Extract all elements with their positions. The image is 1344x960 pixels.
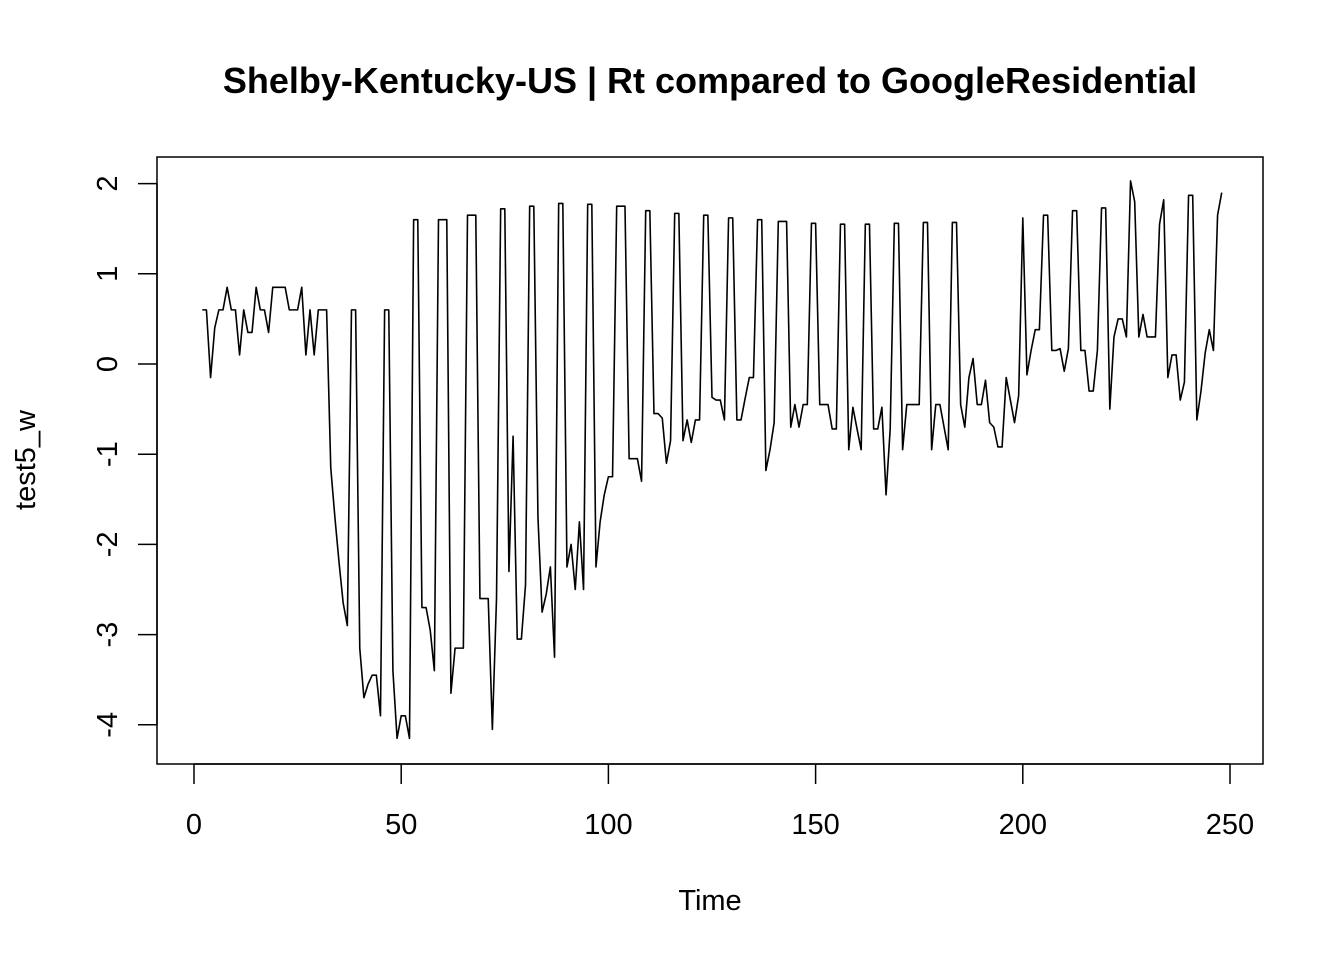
y-axis: -4 -3 -2 -1 0 1 2 — [92, 176, 158, 738]
x-tick-label: 50 — [385, 809, 417, 841]
y-tick-label: -1 — [92, 441, 124, 467]
y-tick-label: -2 — [92, 532, 124, 558]
y-tick-label: -4 — [92, 712, 124, 738]
chart-title: Shelby-Kentucky-US | Rt compared to Goog… — [223, 60, 1197, 102]
x-tick-label: 100 — [584, 809, 632, 841]
series-line — [202, 180, 1223, 740]
x-axis-label: Time — [678, 885, 741, 917]
y-tick-label: 2 — [92, 176, 124, 192]
x-axis: 0 50 100 150 200 250 — [186, 763, 1254, 841]
x-tick-label: 250 — [1206, 809, 1254, 841]
plot-frame — [156, 156, 1264, 765]
x-tick-label: 0 — [186, 809, 202, 841]
x-tick-label: 200 — [999, 809, 1047, 841]
y-tick-label: 1 — [92, 266, 124, 282]
y-tick-label: 0 — [92, 356, 124, 372]
y-axis-label: test5_w — [10, 409, 42, 510]
y-tick-label: -3 — [92, 622, 124, 648]
x-tick-label: 150 — [791, 809, 839, 841]
